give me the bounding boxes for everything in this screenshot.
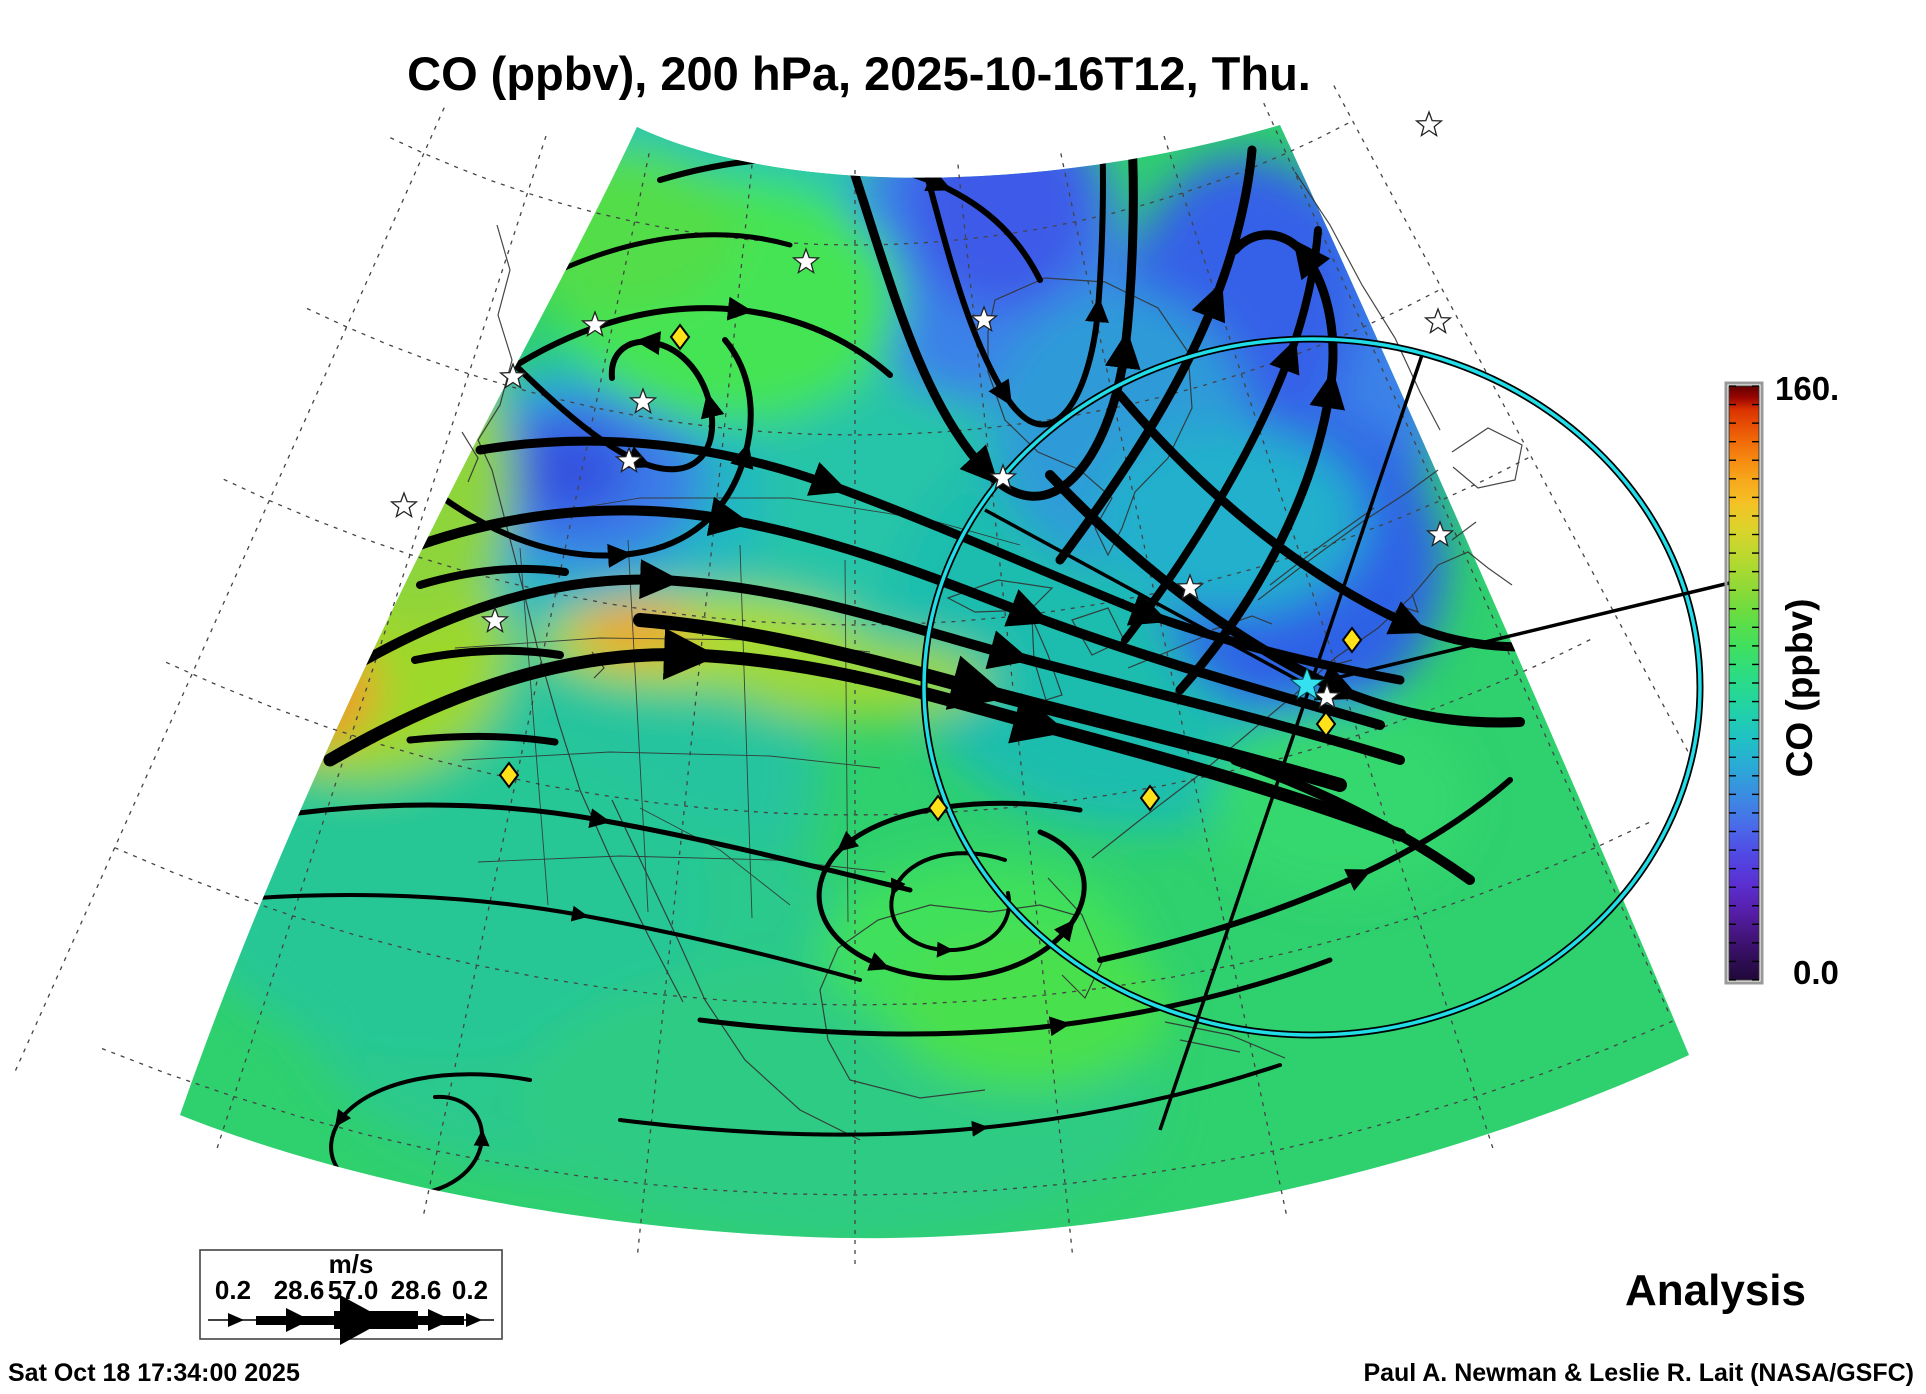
colorbar-max-label: 160. xyxy=(1775,370,1839,407)
streamline xyxy=(228,893,862,982)
longitude-gridline xyxy=(214,135,547,1154)
wind-legend-units: m/s xyxy=(329,1249,374,1279)
plot-title: CO (ppbv), 200 hPa, 2025-10-16T12, Thu. xyxy=(407,47,1311,100)
home-site-star-marker xyxy=(1289,666,1325,700)
site-diamond-marker xyxy=(1139,784,1161,812)
longitude-gridline xyxy=(422,153,650,1215)
streamline xyxy=(889,851,1012,958)
site-diamond-marker xyxy=(1315,710,1337,738)
streamline xyxy=(247,802,913,893)
station-star-marker xyxy=(580,310,610,337)
streamline xyxy=(1115,390,1565,652)
colorbar-axis-label: CO (ppbv) xyxy=(1779,599,1820,778)
longitude-gridline xyxy=(12,107,445,1077)
station-star-marker xyxy=(1423,307,1453,334)
coastline-west xyxy=(461,224,581,791)
station-star-marker xyxy=(480,606,510,633)
streamline xyxy=(557,232,793,273)
longitude-gridline xyxy=(1333,85,1692,757)
wind-legend-arrows xyxy=(208,1295,494,1345)
streamline xyxy=(618,1063,1282,1137)
site-diamond-marker xyxy=(498,761,520,789)
co-field-region xyxy=(305,330,475,460)
streamline xyxy=(697,957,1333,1037)
wind-legend-value: 0.2 xyxy=(452,1275,488,1305)
station-star-marker xyxy=(628,387,658,414)
wind-legend-value: 57.0 xyxy=(328,1275,379,1305)
station-star-marker xyxy=(1312,682,1342,709)
station-star-marker xyxy=(791,247,821,274)
site-diamond-marker xyxy=(1341,626,1363,654)
co-field-region xyxy=(335,390,431,450)
streamline xyxy=(416,564,569,589)
streamline xyxy=(917,132,1109,428)
wind-legend-value: 0.2 xyxy=(215,1275,251,1305)
generated-timestamp: Sat Oct 18 17:34:00 2025 xyxy=(8,1359,300,1387)
station-star-marker xyxy=(1175,573,1205,600)
annotations xyxy=(389,110,1743,1131)
station-star-marker xyxy=(969,305,999,332)
site-diamond-marker xyxy=(927,794,949,822)
wind-legend-value: 28.6 xyxy=(391,1275,442,1305)
latitude-gridline xyxy=(114,820,1654,1006)
streamline xyxy=(406,732,559,746)
streamline xyxy=(1175,230,1346,695)
range-circle xyxy=(922,337,1702,1037)
station-star-marker xyxy=(498,362,528,389)
streamline xyxy=(477,327,725,473)
station-star-marker xyxy=(389,491,419,518)
section-line xyxy=(1306,578,1743,687)
colorbar: 160. 0.0 CO (ppbv) xyxy=(1724,370,1839,991)
credit-text: Paul A. Newman & Leslie R. Lait (NASA/GS… xyxy=(1363,1359,1914,1387)
co-field-region xyxy=(225,630,375,750)
streamline xyxy=(1230,755,1475,885)
station-star-marker xyxy=(614,446,644,473)
site-diamond-marker xyxy=(669,323,691,351)
station-star-marker xyxy=(1414,110,1444,137)
colorbar-frame xyxy=(1724,381,1764,985)
latitude-gridline xyxy=(390,120,1353,246)
analysis-label: Analysis xyxy=(1625,1266,1806,1315)
latitude-gridline xyxy=(165,636,1596,816)
longitude-gridline xyxy=(1163,135,1496,1154)
co-field-fill xyxy=(180,125,1689,1239)
co-field-region xyxy=(241,668,325,732)
section-line xyxy=(984,508,1308,687)
streamline xyxy=(417,337,754,568)
latitude-gridline xyxy=(306,288,1443,436)
coastline-maritimes xyxy=(1257,171,1523,601)
station-star-marker xyxy=(1425,520,1455,547)
wind-legend-value: 28.6 xyxy=(274,1275,325,1305)
streamline xyxy=(477,296,893,393)
streamline xyxy=(411,646,564,664)
streamline xyxy=(1097,777,1513,963)
streamline xyxy=(633,613,1347,792)
streamline xyxy=(816,800,1087,981)
latitude-gridline xyxy=(223,455,1532,626)
wind-legend: m/s 0.2 28.6 57.0 28.6 0.2 xyxy=(199,1249,503,1345)
station-star-marker xyxy=(988,463,1018,490)
colorbar-min-label: 0.0 xyxy=(1793,954,1839,991)
streamline xyxy=(323,627,1407,842)
section-line xyxy=(1158,354,1424,1131)
